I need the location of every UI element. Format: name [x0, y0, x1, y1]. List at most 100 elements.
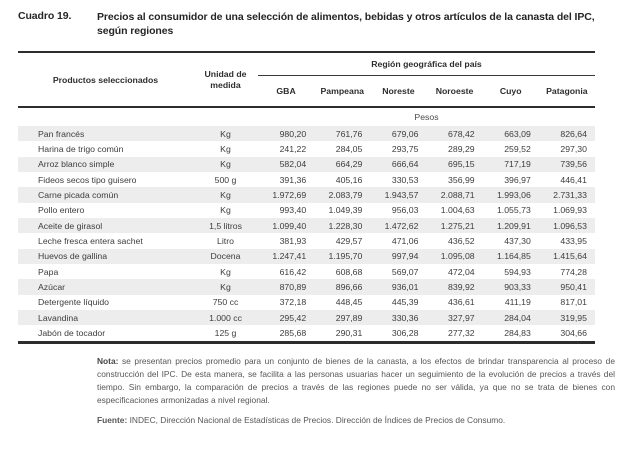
price-value: 319,95 [560, 312, 587, 323]
price-value: 284,05 [335, 144, 363, 155]
price-value: 330,53 [391, 174, 419, 185]
region-header-group: Región geográfica del país GBA Pampeana … [258, 53, 595, 106]
column-header-cuyo: Cuyo [499, 86, 522, 96]
price-value: 437,30 [504, 236, 531, 247]
region-group-title: Región geográfica del país [258, 53, 595, 76]
price-value: 259,52 [504, 144, 531, 155]
column-header-noreste: Noreste [382, 86, 415, 96]
price-value: 1.275,21 [440, 220, 475, 231]
unit-of-measure: Litro [217, 236, 234, 247]
price-value: 306,28 [391, 328, 419, 339]
price-value: 446,41 [560, 174, 587, 185]
price-value: 391,36 [279, 174, 307, 185]
price-value: 356,99 [448, 174, 475, 185]
unit-of-measure: Kg [220, 190, 231, 201]
price-value: 304,66 [560, 328, 587, 339]
product-name: Arroz blanco simple [38, 159, 115, 170]
price-value: 327,97 [448, 312, 475, 323]
price-value: 433,95 [560, 236, 587, 247]
unit-of-measure: Kg [220, 282, 231, 293]
price-value: 582,04 [279, 159, 307, 170]
price-value: 295,42 [279, 312, 307, 323]
price-value: 293,75 [391, 144, 419, 155]
price-value: 817,01 [560, 297, 587, 308]
product-name: Azúcar [38, 282, 66, 293]
price-value: 330,36 [391, 312, 419, 323]
column-header-noroeste: Noroeste [435, 86, 474, 96]
price-value: 594,93 [504, 266, 531, 277]
price-value: 2.731,33 [553, 190, 587, 201]
price-value: 448,45 [335, 297, 363, 308]
unit-of-measure: 125 g [214, 328, 237, 339]
price-value: 396,97 [504, 174, 531, 185]
price-value: 1.228,30 [328, 220, 363, 231]
price-value: 1.069,93 [553, 205, 587, 216]
price-value: 679,06 [391, 128, 419, 139]
price-value: 666,64 [391, 159, 419, 170]
source-text: INDEC, Dirección Nacional de Estadística… [127, 414, 506, 425]
table-row: Huevos de gallina Docena 1.247,41 1.195,70 9… [18, 248, 595, 265]
price-value: 436,61 [448, 297, 475, 308]
price-value: 1.247,41 [272, 251, 307, 262]
price-value: 774,28 [560, 266, 587, 277]
price-value: 1.096,53 [553, 220, 587, 231]
price-value: 608,68 [335, 266, 363, 277]
product-name: Papa [38, 266, 59, 277]
note-block: Nota: se presentan precios promedio para… [97, 355, 615, 408]
note-text: se presentan precios promedio para un co… [97, 355, 615, 406]
price-value: 761,76 [335, 128, 363, 139]
price-value: 993,40 [279, 205, 307, 216]
price-value: 472,04 [448, 266, 475, 277]
product-name: Detergente líquido [38, 297, 109, 308]
price-value: 277,32 [448, 328, 475, 339]
price-value: 1.993,06 [496, 190, 531, 201]
price-value: 1.004,63 [440, 205, 475, 216]
product-name: Leche fresca entera sachet [38, 236, 143, 247]
table-header: Productos seleccionados Unidad de medida… [18, 51, 595, 108]
price-value: 372,18 [279, 297, 307, 308]
unit-of-measure: Docena [210, 251, 241, 262]
table-title: Precios al consumidor de una selección d… [97, 11, 595, 37]
table-row: Harina de trigo común Kg 241,22 284,05 293,7… [18, 141, 595, 156]
region-names-row: GBA Pampeana Noreste Noroeste Cuyo Patag… [258, 76, 595, 106]
price-value: 956,03 [391, 205, 419, 216]
product-name: Pan francés [38, 128, 85, 139]
column-header-products: Productos seleccionados [52, 74, 159, 85]
unit-of-measure: Kg [220, 266, 231, 277]
price-value: 896,66 [335, 282, 363, 293]
price-value: 471,06 [391, 236, 419, 247]
table-row: Detergente líquido 750 cc 372,18 448,45 445,… [18, 295, 595, 310]
price-value: 950,41 [560, 282, 587, 293]
table-row: Pollo entero Kg 993,40 1.049,39 956,03 1.004,… [18, 203, 595, 218]
price-value: 663,09 [504, 128, 531, 139]
currency-label: Pesos [414, 112, 439, 122]
table-title-bar: Cuadro 19. Precios al consumidor de una … [0, 0, 638, 38]
price-value: 297,89 [335, 312, 363, 323]
column-header-patagonia: Patagonia [546, 86, 588, 96]
column-header-gba: GBA [276, 86, 296, 96]
price-value: 1.095,08 [440, 251, 475, 262]
unit-of-measure: Kg [220, 205, 231, 216]
column-header-pampeana: Pampeana [320, 86, 364, 96]
price-value: 870,89 [279, 282, 307, 293]
table-row: Aceite de girasol 1,5 litros 1.099,40 1.228… [18, 218, 595, 234]
price-value: 285,68 [279, 328, 307, 339]
price-value: 1.209,91 [496, 220, 531, 231]
price-value: 284,04 [504, 312, 531, 323]
price-value: 1.972,69 [272, 190, 307, 201]
price-value: 284,83 [504, 328, 531, 339]
table-number-label: Cuadro 19. [18, 10, 72, 22]
price-value: 1.195,70 [328, 251, 363, 262]
price-value: 739,56 [560, 159, 587, 170]
price-value: 980,20 [279, 128, 307, 139]
unit-of-measure: 1,5 litros [209, 220, 242, 231]
unit-of-measure: Kg [220, 128, 231, 139]
price-value: 2.088,71 [440, 190, 475, 201]
product-name: Huevos de gallina [38, 251, 108, 262]
prices-table: Productos seleccionados Unidad de medida… [18, 51, 595, 344]
price-value: 405,16 [335, 174, 363, 185]
price-value: 1.415,64 [553, 251, 587, 262]
price-value: 616,42 [279, 266, 307, 277]
price-value: 2.083,79 [328, 190, 363, 201]
